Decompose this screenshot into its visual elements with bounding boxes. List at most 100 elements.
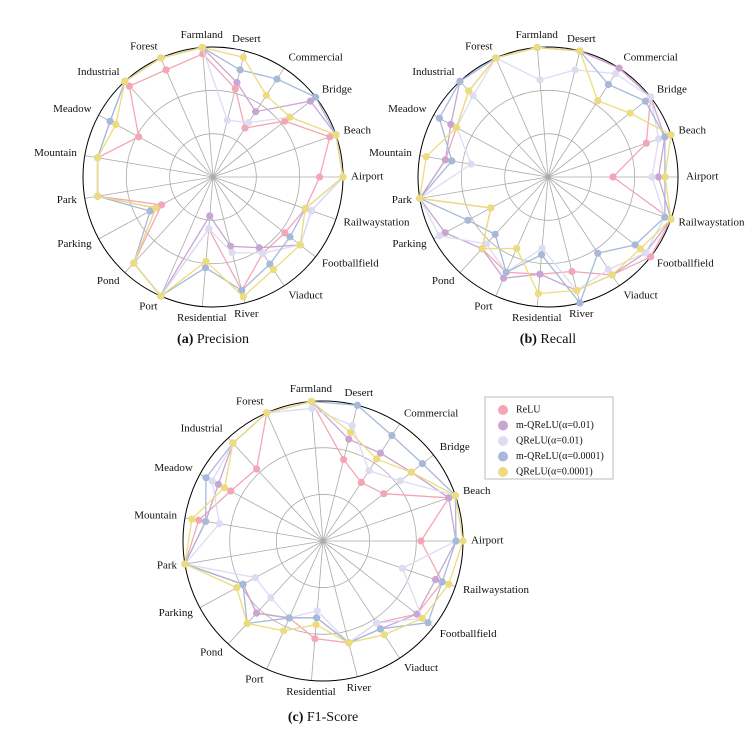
caption-text: F1-Score — [307, 710, 358, 725]
legend-swatch — [498, 451, 508, 462]
data-point — [465, 87, 473, 95]
spoke — [201, 176, 214, 307]
data-point — [611, 70, 620, 78]
category-label: Commercial — [623, 52, 677, 64]
legend-label: QReLU(α=0.01) — [516, 435, 583, 446]
data-point — [482, 240, 490, 248]
series-line — [184, 400, 464, 644]
data-point — [311, 635, 319, 643]
data-point — [311, 93, 320, 101]
category-label: Desert — [567, 33, 596, 45]
data-point — [373, 619, 381, 627]
data-point — [353, 401, 361, 409]
caption-label: (c) — [288, 710, 304, 725]
legend-label: QReLU(α=0.0001) — [516, 466, 593, 477]
data-point — [407, 468, 415, 476]
category-label: Port — [245, 674, 263, 686]
spoke — [419, 155, 549, 178]
data-point — [422, 153, 430, 161]
category-label: Park — [392, 194, 413, 206]
category-label: Railwaystation — [463, 584, 529, 596]
data-point — [500, 274, 508, 282]
data-point — [152, 204, 160, 212]
data-point — [106, 117, 114, 125]
data-point — [646, 253, 655, 261]
data-point — [536, 76, 544, 84]
category-label: Mountain — [134, 510, 177, 522]
data-point — [573, 286, 581, 295]
caption-text: Precision — [197, 332, 249, 347]
category-label: Port — [139, 301, 157, 313]
data-point — [536, 270, 544, 278]
data-point — [239, 580, 247, 588]
data-point — [447, 120, 455, 129]
data-point — [332, 131, 340, 139]
data-point — [285, 614, 293, 622]
spoke — [124, 81, 214, 178]
category-label: Meadow — [154, 462, 193, 474]
category-label: Residential — [512, 312, 562, 324]
data-point — [231, 85, 239, 93]
category-label: Bridge — [322, 83, 352, 95]
data-point — [487, 204, 495, 212]
category-label: Industrial — [77, 66, 119, 78]
category-label: Railwaystation — [679, 217, 745, 229]
category-label: Pond — [432, 275, 455, 287]
data-point — [571, 66, 579, 74]
data-point — [253, 465, 261, 473]
data-point — [198, 43, 206, 52]
data-point — [252, 108, 260, 116]
spoke — [212, 176, 246, 304]
data-point — [513, 244, 521, 253]
legend-label: m-QReLU(α=0.0001) — [516, 451, 604, 462]
data-point — [208, 477, 216, 485]
legend-swatch — [498, 436, 508, 446]
series-line — [183, 407, 457, 644]
category-label: Footballfield — [322, 258, 379, 270]
category-label: Bridge — [657, 83, 687, 95]
data-point — [345, 435, 353, 443]
category-label: Forest — [236, 395, 264, 407]
data-point — [228, 249, 236, 257]
outer-ring — [417, 46, 679, 308]
category-label: Mountain — [34, 147, 77, 159]
data-point — [376, 449, 385, 457]
category-label: Meadow — [53, 103, 92, 115]
data-point — [654, 173, 663, 181]
data-point — [307, 207, 315, 215]
category-label: Desert — [232, 33, 261, 45]
caption-label: (b) — [520, 332, 537, 347]
data-point — [236, 66, 244, 74]
data-point — [286, 233, 294, 241]
data-point — [464, 216, 472, 224]
category-label: Farmland — [181, 29, 224, 41]
category-label: Residential — [286, 686, 336, 698]
spoke — [322, 540, 358, 677]
category-label: Mountain — [369, 147, 412, 159]
category-label: Forest — [465, 40, 493, 52]
spoke — [547, 134, 672, 178]
caption: (b) Recall — [520, 332, 576, 347]
caption-text: Recall — [540, 332, 576, 347]
data-point — [418, 614, 427, 622]
legend-swatch — [498, 467, 508, 477]
data-point — [130, 259, 138, 267]
data-point — [576, 299, 584, 307]
data-point — [478, 245, 486, 253]
data-point — [398, 564, 407, 572]
data-point — [435, 232, 443, 240]
data-point — [313, 614, 321, 622]
data-point — [267, 594, 275, 602]
data-point — [667, 215, 675, 223]
spoke — [547, 96, 651, 178]
category-label: Airport — [351, 171, 383, 183]
data-point — [308, 404, 316, 413]
data-point — [502, 268, 510, 276]
data-point — [636, 245, 644, 253]
data-point — [576, 47, 584, 55]
data-point — [112, 120, 120, 129]
data-point — [280, 627, 288, 635]
data-point — [313, 607, 321, 615]
spoke — [266, 412, 324, 542]
